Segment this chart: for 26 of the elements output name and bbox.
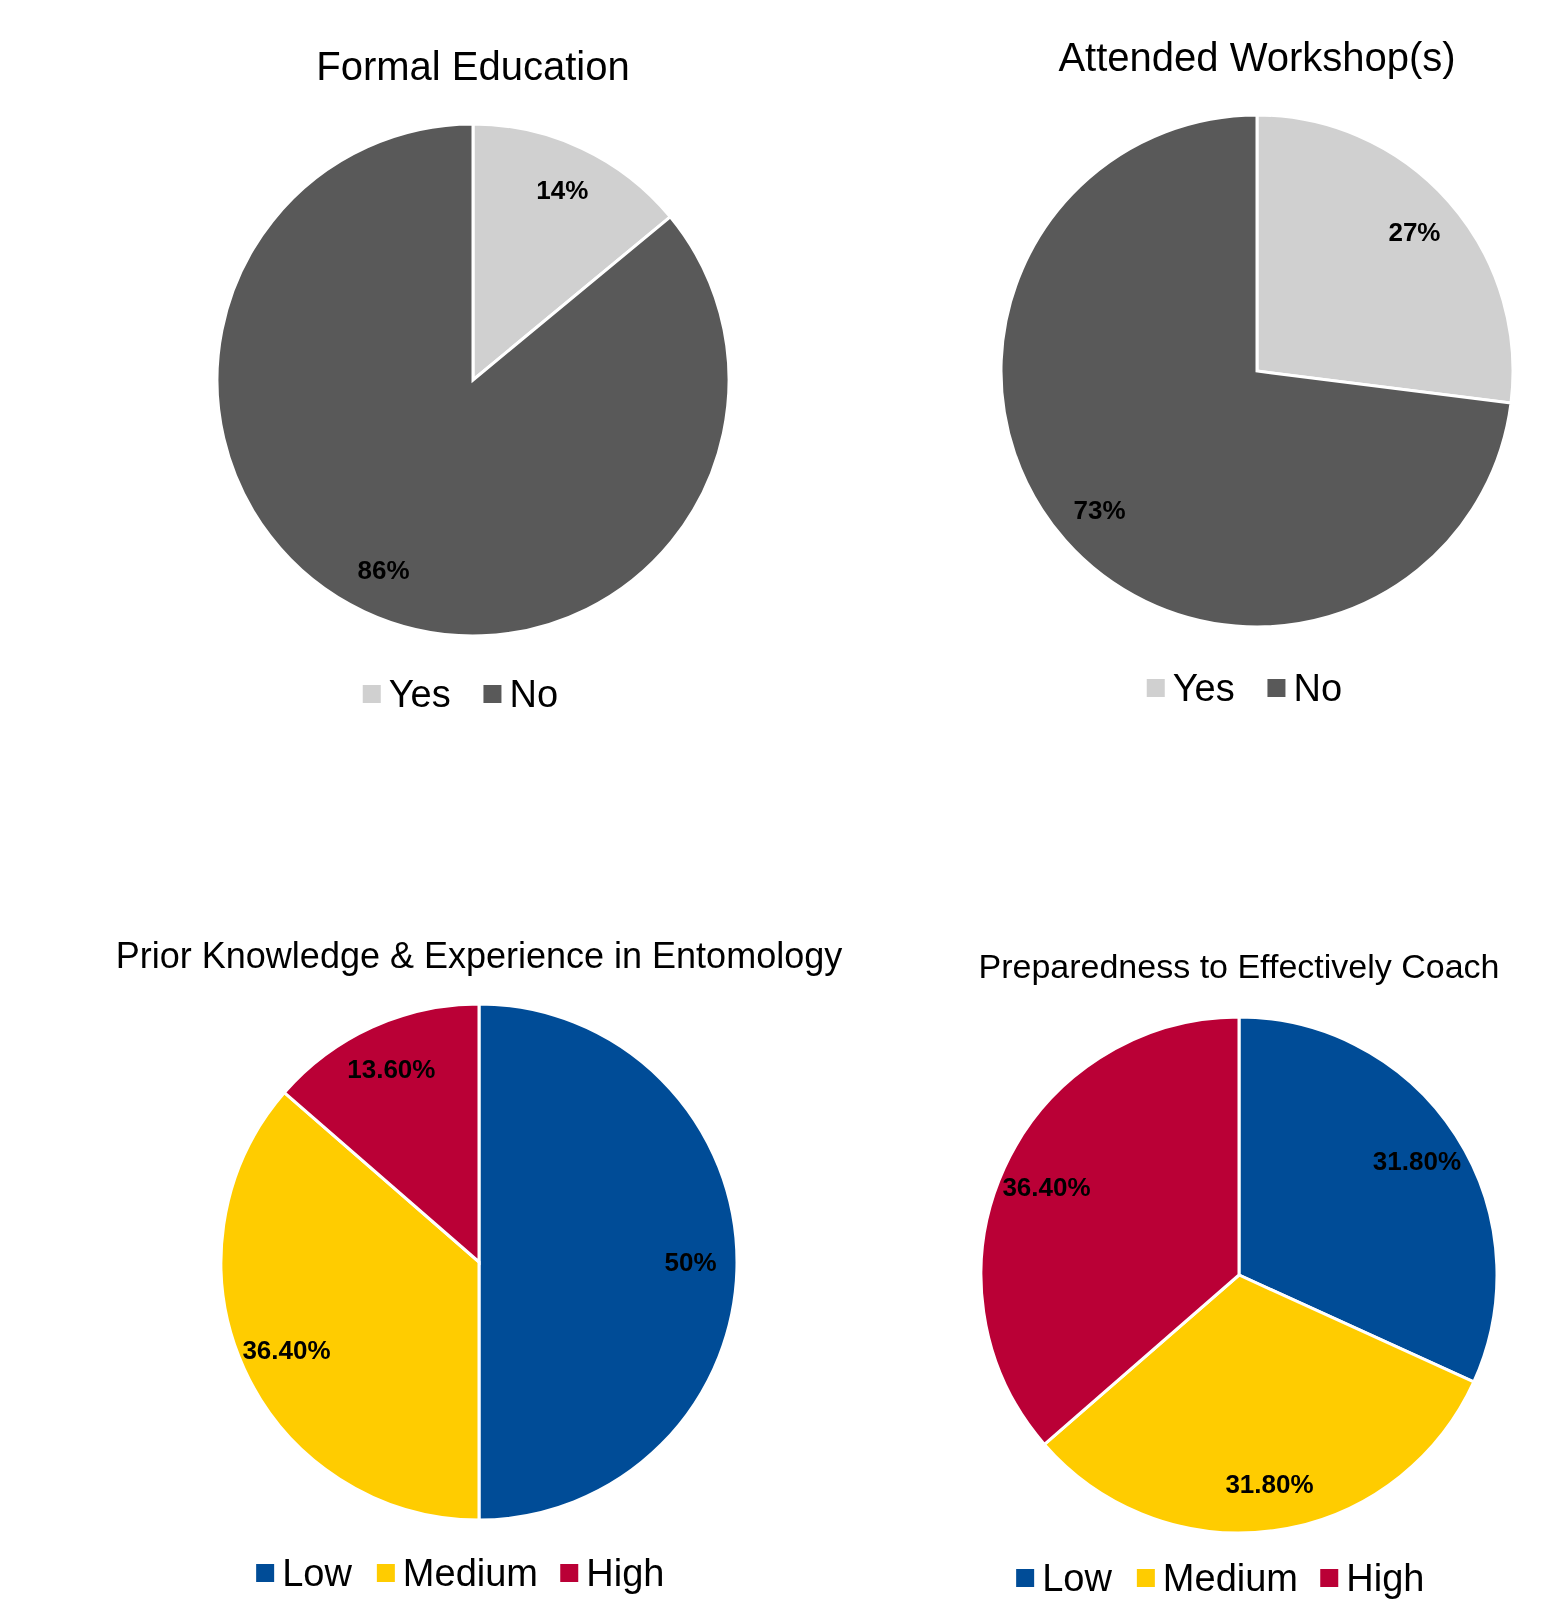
data-label: 73% [1073,494,1126,525]
pie-slice [999,113,1513,629]
legend-label: High [1346,1557,1425,1599]
data-label: 27% [1388,217,1441,248]
chart-title: Prior Knowledge & Experience in Entomology [115,935,843,976]
legend-label: Yes [388,673,451,715]
legend-label: No [509,673,559,715]
data-label: 13.60% [347,1054,436,1085]
legend-label: No [1293,667,1343,709]
legend-label: Medium [402,1552,539,1594]
legend-label: High [586,1552,665,1594]
data-label: 14% [536,175,589,206]
pie-slice [215,122,731,638]
data-label: 36.40% [242,1334,331,1365]
data-label: 31.80% [1225,1469,1314,1500]
chart-title: Preparedness to Effectively Coach [978,947,1500,985]
data-label: 36.40% [1002,1172,1091,1203]
data-label: 31.80% [1372,1145,1461,1176]
legend-label: Low [1042,1557,1113,1599]
chart-title: Formal Education [316,44,630,88]
legend-label: Medium [1162,1557,1299,1599]
legend-label: Low [282,1552,353,1594]
legend-label: Yes [1172,667,1235,709]
data-label: 86% [357,554,410,585]
data-label: 50% [664,1247,717,1277]
chart-title: Attended Workshop(s) [1058,35,1456,79]
